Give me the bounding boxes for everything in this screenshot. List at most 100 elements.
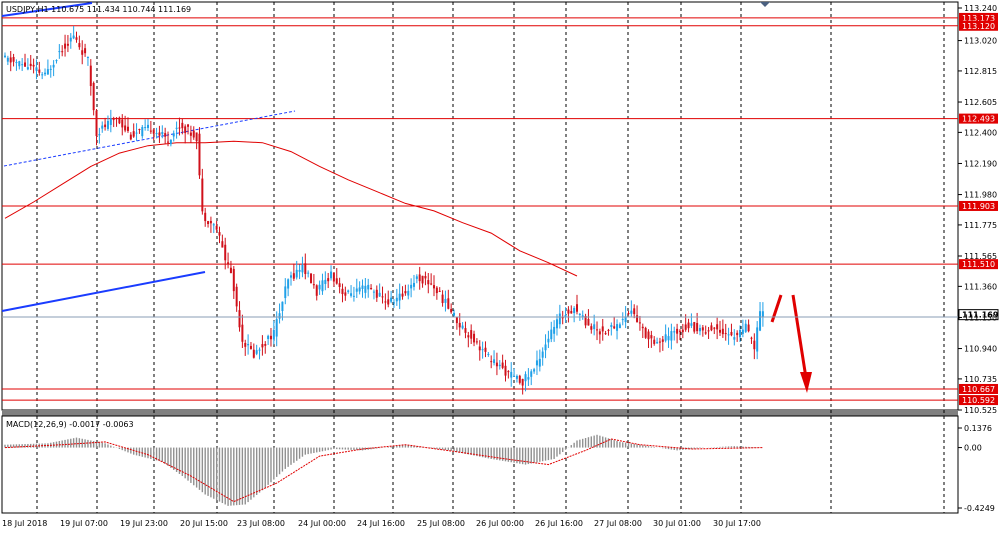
- candle-body: [175, 127, 178, 129]
- indicator-tick-label: 0.1376: [964, 424, 992, 433]
- candle-body: [524, 374, 527, 382]
- candle-body: [504, 365, 507, 376]
- candle-body: [453, 312, 456, 316]
- candles: [4, 25, 764, 395]
- candle-body: [641, 326, 644, 329]
- candle-body: [381, 296, 384, 298]
- level-tag: [959, 12, 998, 23]
- candle-body: [721, 328, 724, 335]
- candle-body: [218, 232, 221, 236]
- candle-body: [418, 274, 421, 282]
- candle-body: [215, 225, 218, 230]
- candle-body: [32, 64, 35, 67]
- candle-body: [719, 329, 721, 333]
- moving-average: [4, 140, 578, 277]
- candle-body: [561, 317, 564, 319]
- level-tag-label: 111.903: [962, 202, 995, 211]
- candle-body: [255, 350, 258, 354]
- candle-body: [398, 293, 401, 301]
- candle-body: [155, 133, 158, 135]
- candle-body: [581, 315, 584, 318]
- ma-line[interactable]: [4, 140, 578, 277]
- candle-body: [95, 110, 98, 137]
- candle-body: [104, 124, 107, 128]
- candle-body: [109, 118, 112, 125]
- candle-body: [392, 302, 395, 304]
- candle-body: [730, 331, 733, 336]
- candle-body: [444, 298, 447, 303]
- candle-body: [458, 322, 461, 328]
- candle-body: [753, 340, 756, 350]
- candle-body: [555, 319, 558, 329]
- level-tag: [959, 259, 998, 270]
- candle-body: [676, 328, 679, 334]
- candle-body: [370, 287, 373, 289]
- candle-body: [587, 318, 590, 326]
- scroll-marker-icon[interactable]: [760, 2, 770, 7]
- time-tick-label: 26 Jul 00:00: [476, 519, 524, 528]
- candle-body: [553, 326, 556, 334]
- forecast-arrow-down[interactable]: [791, 294, 808, 379]
- candle-body: [72, 35, 75, 39]
- candle-body: [267, 335, 270, 340]
- candle-body: [433, 285, 435, 289]
- candle-body: [658, 341, 661, 343]
- indicator-title: MACD(12,26,9) -0.0017 -0.0063: [6, 420, 134, 429]
- candle-body: [596, 329, 599, 331]
- candle-body: [684, 324, 687, 330]
- candle-body: [550, 329, 553, 340]
- candle-body: [647, 331, 650, 340]
- candle-body: [278, 313, 281, 319]
- candle-body: [141, 127, 144, 137]
- candle-body: [461, 325, 464, 329]
- candle-body: [727, 334, 730, 336]
- candle-body: [327, 278, 330, 282]
- candle-body: [26, 67, 29, 70]
- candle-body: [598, 331, 601, 335]
- trend-line-support[interactable]: [1, 271, 206, 312]
- candle-body: [98, 134, 101, 136]
- candle-body: [229, 267, 232, 274]
- candle-body: [135, 132, 138, 134]
- candle-body: [578, 313, 581, 315]
- candle-body: [335, 278, 338, 284]
- candle-body: [693, 322, 696, 332]
- panel-separator[interactable]: [2, 410, 958, 416]
- time-tick-label: 19 Jul 23:00: [120, 519, 168, 528]
- candle-body: [412, 282, 415, 287]
- candle-body: [204, 212, 207, 222]
- time-tick-label: 23 Jul 08:00: [237, 519, 285, 528]
- candle-body: [269, 335, 272, 340]
- candle-body: [352, 295, 355, 297]
- trend-line-top[interactable]: [1, 2, 93, 17]
- candle-body: [624, 316, 627, 323]
- candle-body: [307, 272, 310, 274]
- candle-body: [558, 313, 561, 325]
- level-tag: [959, 383, 998, 394]
- trend-line-dashed[interactable]: [3, 110, 296, 167]
- candle-body: [9, 57, 12, 63]
- time-tick-label: 25 Jul 08:00: [417, 519, 465, 528]
- candle-body: [118, 117, 121, 124]
- candle-body: [475, 341, 478, 343]
- forecast-arrow-up[interactable]: [770, 294, 783, 323]
- time-grid: [36, 2, 945, 513]
- signal-line[interactable]: [4, 438, 763, 503]
- candle-body: [24, 62, 27, 67]
- candle-body: [227, 262, 230, 265]
- candle-body: [272, 329, 275, 340]
- candle-body: [401, 293, 404, 297]
- candle-body: [169, 139, 172, 145]
- candle-body: [495, 362, 498, 367]
- candle-body: [258, 349, 261, 351]
- indicator-panel: [1, 415, 959, 514]
- candle-body: [241, 324, 244, 342]
- candle-body: [455, 316, 458, 324]
- candle-body: [101, 125, 104, 129]
- candle-body: [501, 362, 504, 368]
- candle-body: [189, 132, 192, 136]
- candle-body: [527, 377, 530, 380]
- candle-body: [427, 280, 430, 285]
